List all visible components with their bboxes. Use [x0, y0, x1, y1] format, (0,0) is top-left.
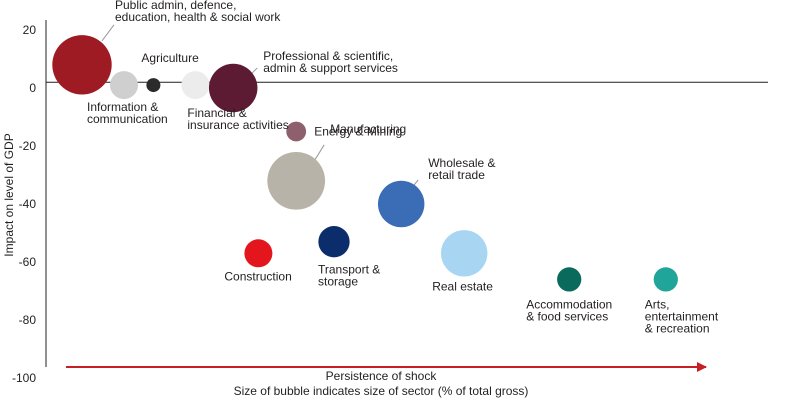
bubble-label: Agriculture: [141, 51, 199, 65]
bubbles: [52, 35, 678, 292]
bubble: [557, 267, 582, 292]
bubble: [318, 226, 350, 258]
bubble-label: Public admin, defence, education, health …: [115, 0, 281, 24]
bubble: [244, 239, 273, 268]
x-axis-label: Persistence of shock: [326, 369, 438, 383]
y-tick-labels: 20 0 -20 -40 -60 -80 -100: [12, 23, 36, 385]
y-tick-label: -100: [12, 371, 36, 385]
y-tick-label: 20: [23, 23, 37, 37]
leader-line: [101, 24, 115, 42]
bubble-label: Real estate: [432, 279, 493, 293]
bubble-labels: Public admin, defence, education, health …: [87, 0, 719, 335]
bubble-size-note: Size of bubble indicates size of sector …: [234, 384, 529, 398]
y-tick-label: -40: [19, 197, 37, 211]
bubble: [52, 35, 112, 95]
bubble-label: Energy & Mining: [314, 125, 402, 139]
bubble-label: Wholesale & retail trade: [428, 156, 495, 182]
bubble: [181, 71, 210, 100]
bubble-label: Transport & storage: [318, 263, 380, 289]
y-axis-label: Impact on level of GDP: [2, 133, 16, 256]
bubble-label: Arts, entertainment & recreation: [645, 297, 719, 335]
bubble: [267, 151, 326, 210]
bubble: [440, 230, 488, 277]
bubble-label: Information & communication: [87, 100, 168, 126]
bubble-label: Accommodation & food services: [526, 297, 612, 323]
bubble-label: Financial & insurance activities: [187, 106, 288, 132]
bubble: [146, 78, 161, 93]
bubble: [653, 267, 678, 292]
bubble-label: Construction: [224, 269, 291, 283]
bubble: [208, 63, 258, 113]
y-tick-label: 0: [29, 81, 36, 95]
bubble: [286, 121, 307, 142]
bubble: [377, 180, 425, 228]
bubble-label: Manufacturing: [330, 122, 406, 136]
y-tick-label: -80: [19, 313, 37, 327]
y-tick-label: -60: [19, 255, 37, 269]
bubble-label: Professional & scientific, admin & suppor…: [263, 49, 398, 75]
bubble: [110, 71, 138, 100]
y-tick-label: -20: [19, 139, 37, 153]
